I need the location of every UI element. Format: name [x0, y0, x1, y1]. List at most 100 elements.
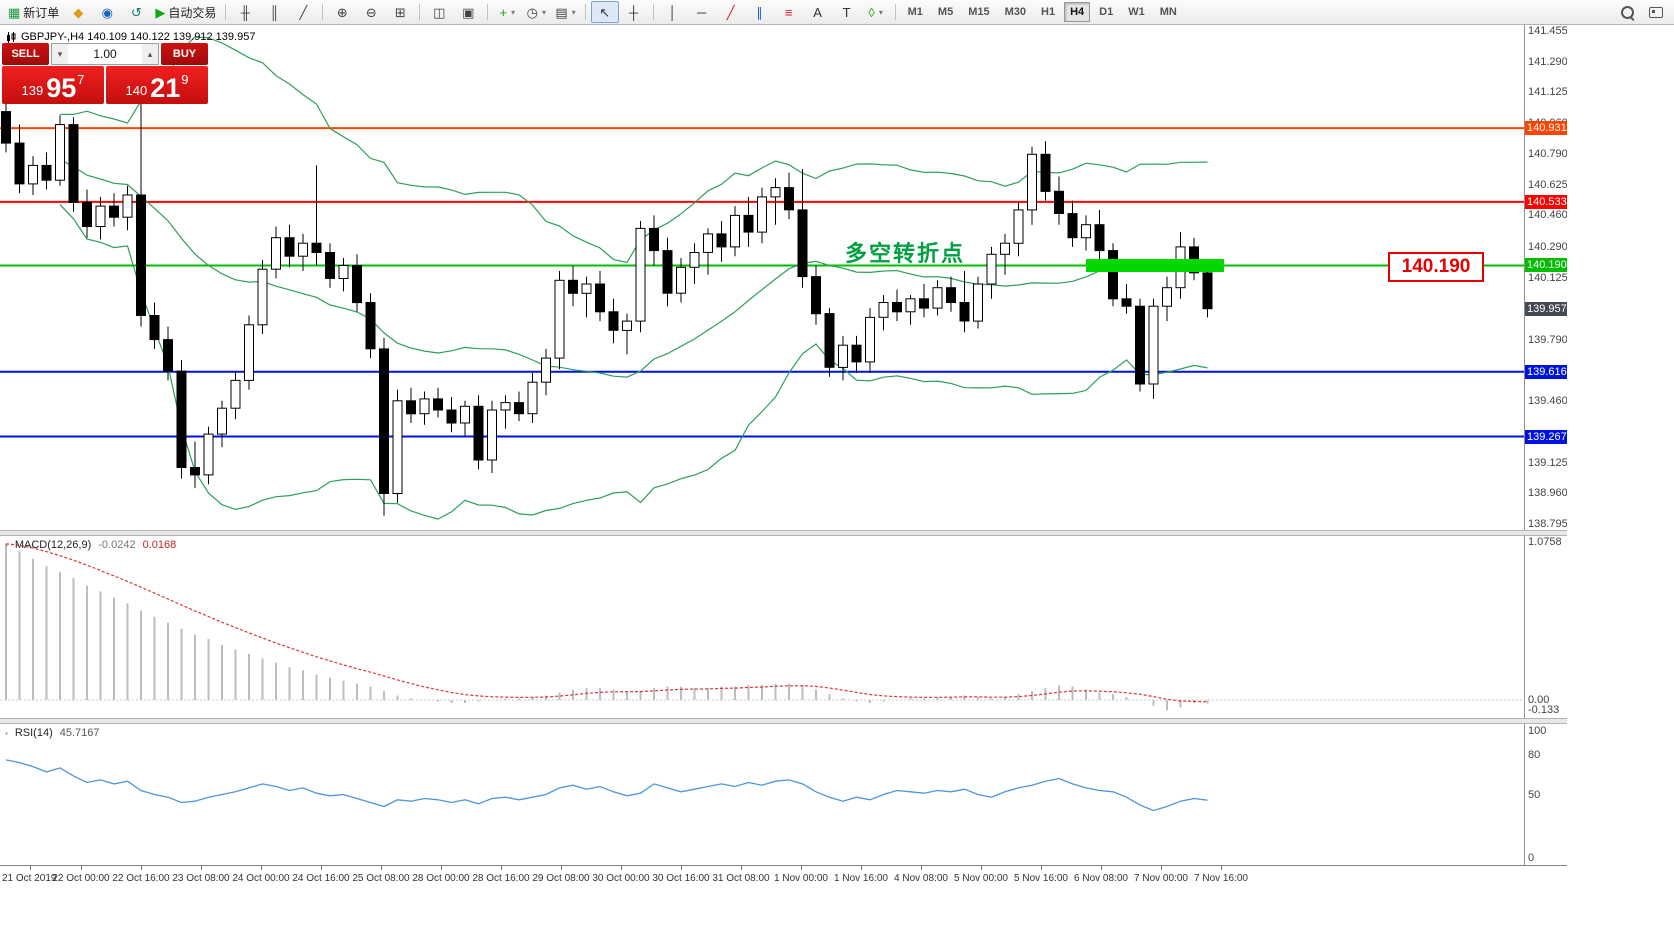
price-chart-canvas[interactable] — [0, 25, 1524, 530]
time-label: 23 Oct 08:00 — [172, 873, 230, 884]
price-tick: 138.960 — [1528, 487, 1567, 499]
price-axis: 141.455141.290141.125140.960140.790140.6… — [1524, 25, 1567, 530]
tab-M1[interactable]: M1 — [907, 6, 923, 18]
shapes-button[interactable]: ◊ ▾ — [862, 1, 890, 23]
channel-button[interactable]: ∥ — [746, 1, 774, 23]
text-button[interactable]: A — [804, 1, 832, 23]
sell-button[interactable]: SELL — [2, 43, 49, 65]
time-tick — [441, 866, 442, 870]
buy-price-button[interactable]: 140 21 9 — [106, 66, 208, 104]
tab-M30[interactable]: M30 — [1004, 6, 1027, 18]
one-click-trading-panel: SELL ▾ 1.00 ▴ BUY 139 95 7 140 21 9 — [2, 43, 208, 104]
time-label: 5 Nov 16:00 — [1014, 873, 1068, 884]
buy-price-pips: 21 — [150, 73, 181, 103]
collapse-icon[interactable]: ▪ — [5, 728, 8, 738]
new-order-button-label: 新订单 — [23, 5, 60, 20]
buy-price-prefix: 140 — [125, 83, 148, 98]
tab-M5[interactable]: M5 — [937, 6, 954, 18]
toolbar-separator — [487, 4, 489, 20]
time-tick — [261, 866, 262, 870]
bar-chart-button[interactable]: ╫ — [231, 1, 259, 23]
charts-button[interactable]: ◆ — [64, 1, 92, 23]
tab-MN[interactable]: MN — [1159, 6, 1177, 18]
price-badge: 140.931 — [1525, 121, 1567, 135]
cursor-button[interactable]: ↖ — [590, 1, 619, 23]
horizontal-line-button[interactable]: ─ — [688, 1, 716, 23]
indicators-button[interactable]: + ▾ — [493, 1, 521, 23]
fibonacci-icon: ≡ — [784, 4, 793, 20]
profile-button[interactable] — [1642, 1, 1670, 23]
crosshair-button[interactable]: ┼ — [620, 1, 648, 23]
zoom-in-button[interactable]: ⊕ — [328, 1, 356, 23]
zoom-out-button[interactable]: ⊖ — [357, 1, 385, 23]
tab-W1[interactable]: W1 — [1128, 6, 1145, 18]
chevron-down-icon: ▾ — [541, 7, 546, 17]
toolbar-separator — [419, 4, 421, 20]
panel-splitter[interactable] — [0, 718, 1567, 724]
new-chart-icon: ▣ — [462, 4, 475, 20]
lot-decrease-button[interactable]: ▾ — [52, 44, 68, 64]
macd-header: ▪ MACD(12,26,9) -0.0242 0.0168 — [5, 539, 176, 551]
label-button[interactable]: T — [833, 1, 861, 23]
buy-button[interactable]: BUY — [161, 43, 208, 65]
new-order-button[interactable]: ▦ 新订单 — [4, 1, 63, 23]
macd-tick: -0.133 — [1528, 704, 1560, 716]
time-label: 7 Nov 16:00 — [1194, 873, 1248, 884]
macd-panel[interactable]: ▪ MACD(12,26,9) -0.0242 0.0168 — [0, 536, 1524, 718]
new-order-icon: ▦ — [8, 4, 21, 20]
vertical-line-button[interactable]: │ — [659, 1, 687, 23]
tab-H4[interactable]: H4 — [1064, 2, 1091, 22]
time-tick — [381, 866, 382, 870]
time-tick — [1101, 866, 1102, 870]
templates-button[interactable]: ▤ ▾ — [551, 1, 579, 23]
lot-size-value[interactable]: 1.00 — [93, 47, 117, 61]
clock-icon: ◷ — [526, 4, 538, 20]
candlestick-icon: ║ — [269, 4, 279, 20]
price-badge: 139.267 — [1525, 430, 1567, 444]
rsi-tick: 50 — [1528, 789, 1541, 801]
price-tick: 139.790 — [1528, 334, 1567, 346]
fibonacci-button[interactable]: ≡ — [775, 1, 803, 23]
refresh-icon: ↺ — [130, 4, 142, 20]
collapse-icon[interactable]: ▪ — [5, 540, 8, 550]
refresh-button[interactable]: ↺ — [122, 1, 150, 23]
price-tick: 140.790 — [1528, 148, 1567, 160]
periods-button[interactable]: ◷ ▾ — [522, 1, 550, 23]
lot-size-control[interactable]: ▾ 1.00 ▴ — [51, 43, 159, 65]
toolbar: ▦ 新订单 ◆ ◉ ↺ ▶ 自动交易 ╫ ║ ╱ ⊕ ⊖ ⊞ ◫ ▣ + ▾ ◷ ▾ ▤ ▾ ↖ ┼ │ ─ ╱ ∥ ≡ A T ◊ ▾ M1 M… — [0, 0, 1674, 25]
time-label: 6 Nov 08:00 — [1074, 873, 1128, 884]
macd-label: MACD(12,26,9) — [14, 539, 92, 551]
time-label: 25 Oct 08:00 — [352, 873, 410, 884]
line-chart-button[interactable]: ╱ — [289, 1, 317, 23]
tile-windows-button[interactable]: ◫ — [425, 1, 453, 23]
market-watch-button[interactable]: ◉ — [93, 1, 121, 23]
symbol-ohlc-text: GBPJPY-,H4 140.109 140.122 139.912 139.9… — [21, 31, 256, 43]
macd-canvas[interactable] — [0, 536, 1524, 718]
tab-D1[interactable]: D1 — [1099, 6, 1114, 18]
price-callout-label: 140.190 — [1388, 252, 1484, 282]
lot-increase-button[interactable]: ▴ — [142, 44, 158, 64]
candlestick-chart-button[interactable]: ║ — [260, 1, 288, 23]
main-chart-panel[interactable]: GBPJPY-,H4 140.109 140.122 139.912 139.9… — [0, 25, 1524, 530]
search-button[interactable] — [1613, 1, 1641, 23]
trendline-button[interactable]: ╱ — [717, 1, 745, 23]
autotrading-button[interactable]: ▶ 自动交易 — [151, 1, 220, 23]
price-badge: 139.957 — [1525, 302, 1567, 316]
rsi-canvas[interactable] — [0, 724, 1524, 865]
autotrading-button-label: 自动交易 — [168, 5, 217, 20]
sell-price-button[interactable]: 139 95 7 — [2, 66, 104, 104]
time-label: 5 Nov 00:00 — [954, 873, 1008, 884]
rsi-axis: 100 80 50 0 — [1524, 724, 1567, 865]
macd-value: -0.0242 — [98, 539, 136, 551]
bar-chart-icon: ╫ — [240, 4, 250, 20]
time-label: 1 Nov 16:00 — [834, 873, 888, 884]
time-label: 29 Oct 08:00 — [532, 873, 590, 884]
candlestick-icon — [7, 31, 16, 43]
panel-splitter[interactable] — [0, 530, 1567, 536]
tab-M15[interactable]: M15 — [968, 6, 990, 18]
new-chart-button[interactable]: ▣ — [454, 1, 482, 23]
rsi-panel[interactable]: ▪ RSI(14) 45.7167 — [0, 724, 1524, 865]
grid-button[interactable]: ⊞ — [386, 1, 414, 23]
tab-H1[interactable]: H1 — [1041, 6, 1056, 18]
price-tick: 139.460 — [1528, 395, 1567, 407]
